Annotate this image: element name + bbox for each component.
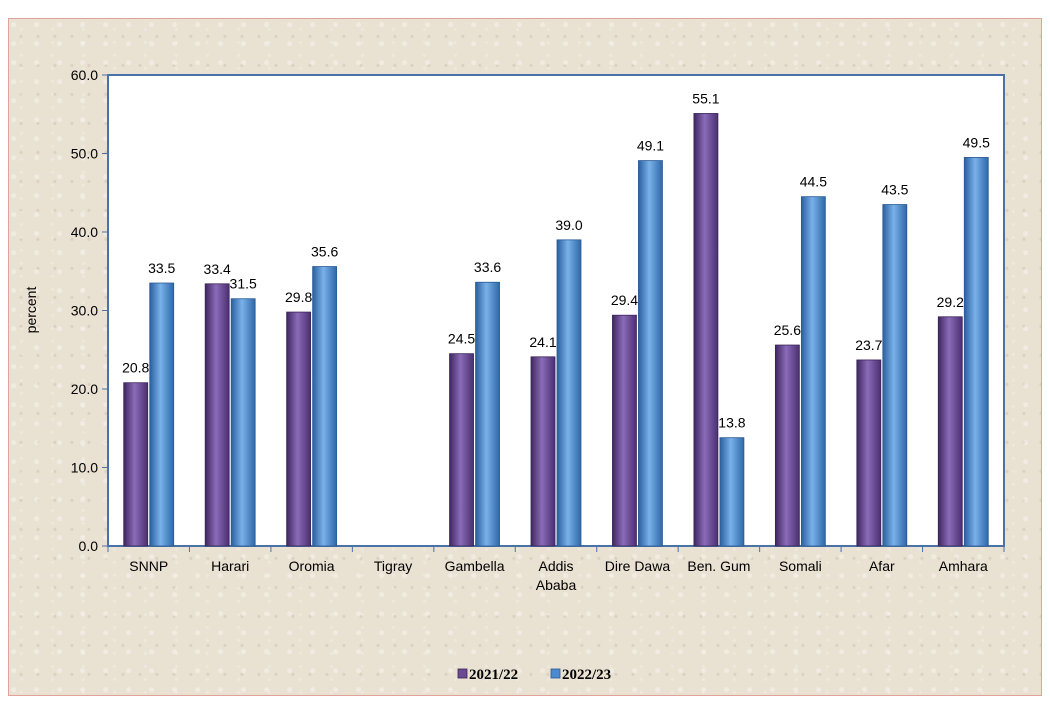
bar-2022/23 [963, 157, 989, 547]
bar-2021/22 [612, 314, 637, 547]
x-tick-label: Tigray [374, 558, 412, 574]
bar-2022/23 [882, 204, 908, 547]
data-label: 55.1 [692, 90, 719, 106]
bar-2021/22 [937, 316, 963, 547]
bar-2022/23 [312, 266, 338, 547]
data-label: 39.0 [555, 217, 582, 233]
data-label: 24.1 [529, 334, 556, 350]
legend-label: 2022/23 [562, 667, 611, 683]
bar-2021/22 [530, 356, 556, 547]
bar-2021/22 [774, 344, 800, 547]
x-tick-label: Ababa [536, 577, 577, 593]
data-label: 35.6 [311, 244, 338, 260]
x-tick-label: Harari [211, 558, 249, 574]
bar-2022/23 [149, 282, 175, 547]
y-axis: 0.0 10.0 20.0 30.0 40.0 50.0 60.0 [71, 67, 108, 554]
data-label: 13.8 [718, 415, 745, 431]
y-tick-label: 20.0 [71, 381, 98, 397]
data-label: 23.7 [855, 337, 882, 353]
data-label: 33.5 [148, 260, 175, 276]
x-tick-label: Afar [869, 558, 895, 574]
x-tick-label: Somali [779, 558, 822, 574]
bars [123, 113, 989, 547]
data-label: 33.4 [204, 261, 231, 277]
data-label: 20.8 [122, 360, 149, 376]
bar-2021/22 [123, 382, 149, 547]
bar-2022/23 [556, 239, 582, 547]
data-labels: 20.8 33.5 33.431.5 29.8 35.6 24.5 33.6 24.1 39.0… [122, 90, 990, 430]
y-tick-label: 40.0 [71, 224, 98, 240]
legend-swatch [550, 668, 561, 679]
legend: 2021/22 2022/23 [457, 667, 611, 683]
bar-2021/22 [286, 311, 312, 547]
x-tick-label: SNNP [129, 558, 168, 574]
data-label: 31.5 [230, 276, 257, 292]
bar-2022/23 [475, 281, 500, 547]
data-label: 24.5 [448, 331, 475, 347]
data-label: 29.2 [937, 294, 964, 310]
legend-swatch [457, 668, 468, 679]
y-tick-label: 10.0 [71, 460, 98, 476]
y-axis-title: percent [23, 287, 39, 334]
bar-2021/22 [204, 283, 230, 547]
plot-area [107, 74, 1005, 547]
data-label: 49.5 [963, 134, 990, 150]
x-tick-label: Gambella [445, 558, 505, 574]
data-label: 49.1 [637, 138, 664, 154]
data-label: 43.5 [881, 182, 908, 198]
legend-label: 2021/22 [469, 667, 518, 683]
data-label: 29.4 [611, 292, 638, 308]
x-tick-label: Oromia [289, 558, 335, 574]
bar-2022/23 [719, 437, 745, 547]
y-tick-label: 30.0 [71, 303, 98, 319]
x-tick-label: Addis [538, 558, 573, 574]
y-tick-label: 60.0 [71, 67, 98, 83]
bar-2022/23 [800, 196, 826, 547]
data-label: 33.6 [474, 259, 501, 275]
data-label: 44.5 [800, 174, 827, 190]
x-axis: SNNP Harari Oromia Tigray Gambella Addis Ababa… [107, 546, 1005, 593]
y-tick-label: 50.0 [71, 146, 98, 162]
x-tick-label: Dire Dawa [605, 558, 671, 574]
data-label: 25.6 [774, 322, 801, 338]
bar-2021/22 [693, 113, 719, 547]
data-label: 29.8 [285, 289, 312, 305]
bar-2021/22 [449, 353, 474, 547]
bar-2022/23 [638, 160, 663, 547]
bar-2022/23 [230, 298, 256, 547]
x-tick-label: Ben. Gum [687, 558, 750, 574]
bar-2021/22 [856, 359, 882, 547]
x-tick-label: Amhara [939, 558, 988, 574]
y-tick-label: 0.0 [79, 538, 99, 554]
